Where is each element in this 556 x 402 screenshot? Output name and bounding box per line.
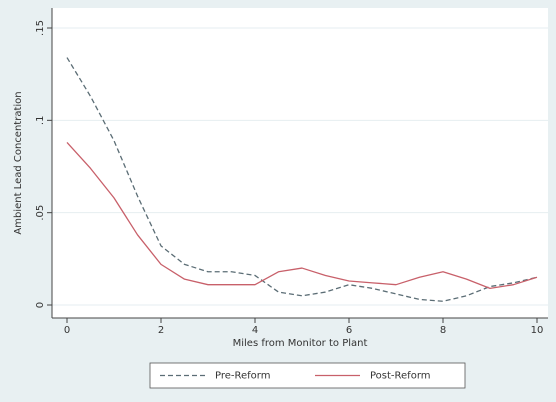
x-tick-label: 4 <box>252 325 258 336</box>
x-tick-label: 8 <box>440 325 446 336</box>
y-tick-label: 0 <box>35 302 46 308</box>
series-line <box>66 142 538 290</box>
x-axis-title: Miles from Monitor to Plant <box>233 338 368 349</box>
x-tick-label: 2 <box>158 325 164 336</box>
y-tick-label: .1 <box>35 116 46 126</box>
y-axis-title: Ambient Lead Concentration <box>13 91 24 234</box>
x-tick-label: 0 <box>64 325 70 336</box>
x-tick-label: 6 <box>346 325 352 336</box>
legend-label: Pre-Reform <box>215 371 270 382</box>
x-tick-label: 10 <box>531 325 544 336</box>
y-tick-label: .05 <box>35 205 46 221</box>
plot-area <box>52 8 548 318</box>
legend-label: Post-Reform <box>370 371 431 382</box>
y-tick-label: .15 <box>35 20 46 36</box>
